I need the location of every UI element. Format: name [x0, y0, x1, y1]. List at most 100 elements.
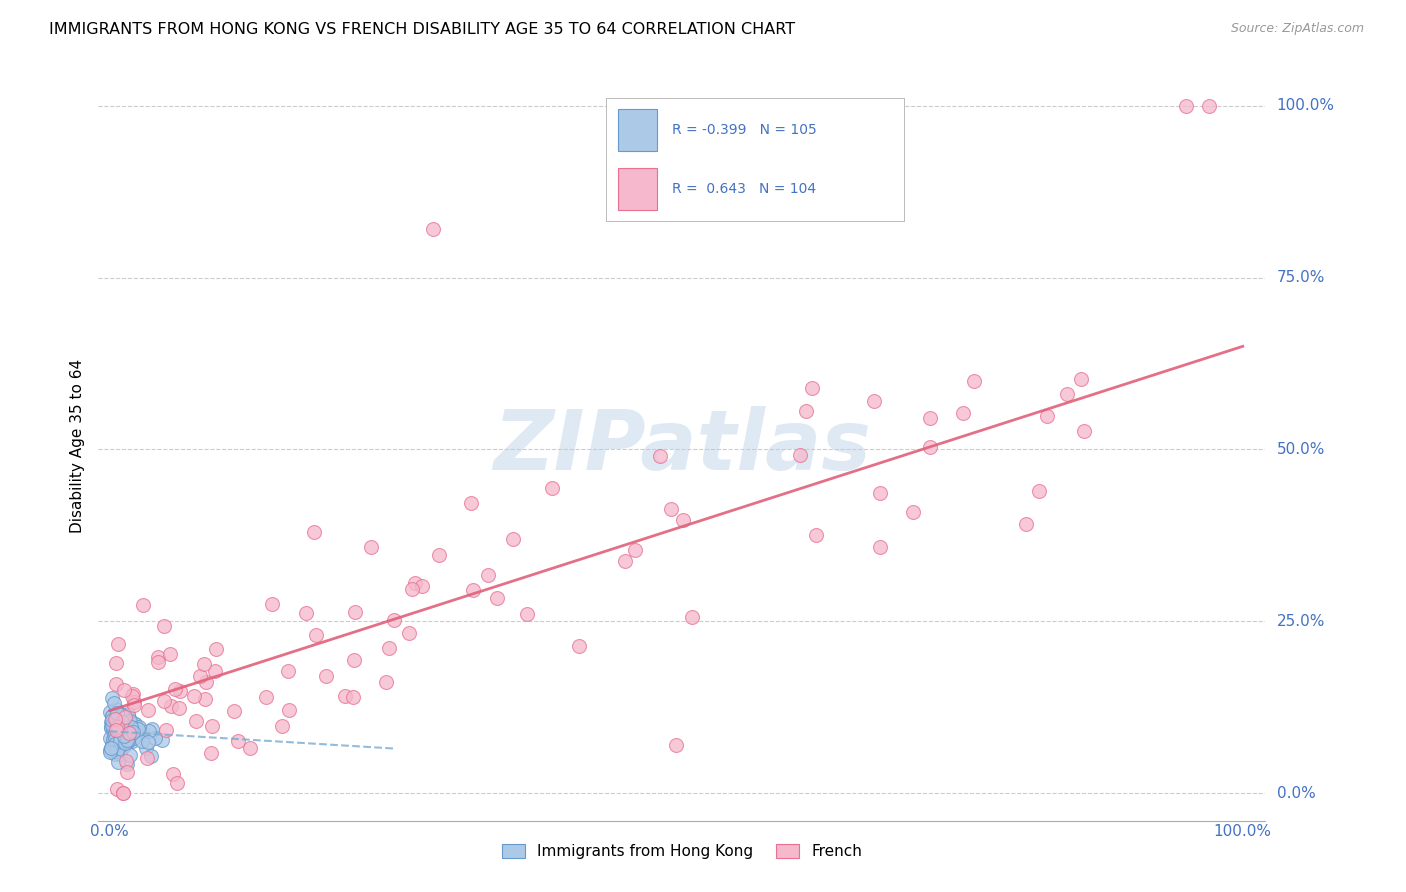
Point — [1056, 387, 1078, 401]
Point — [226, 733, 249, 747]
Point — [135, 750, 157, 764]
Point — [254, 690, 277, 704]
Point — [107, 720, 129, 734]
Point — [105, 741, 128, 756]
Point — [262, 597, 284, 611]
Point — [153, 619, 176, 633]
Point — [918, 411, 941, 425]
Point — [204, 664, 226, 678]
Point — [200, 746, 222, 760]
Point — [194, 692, 217, 706]
Point — [107, 728, 129, 742]
Point — [98, 745, 121, 759]
Point — [98, 731, 121, 745]
Point — [111, 730, 134, 744]
Point — [111, 714, 134, 729]
Point — [108, 731, 131, 746]
Point — [111, 708, 134, 723]
Point — [155, 723, 177, 738]
Point — [121, 689, 143, 703]
Text: 75.0%: 75.0% — [1277, 270, 1324, 285]
Point — [167, 701, 190, 715]
Point — [343, 606, 366, 620]
Point — [460, 496, 482, 510]
Point — [804, 528, 827, 542]
Point — [107, 732, 129, 747]
Point — [124, 716, 146, 731]
Point — [193, 657, 215, 671]
Point — [108, 723, 131, 738]
Point — [342, 690, 364, 705]
Point — [107, 723, 129, 737]
Point — [115, 754, 138, 768]
Point — [146, 649, 169, 664]
Point — [104, 747, 127, 761]
Point — [502, 532, 524, 546]
Point — [239, 741, 262, 756]
Point — [103, 715, 125, 730]
Point — [163, 682, 186, 697]
Point — [101, 724, 124, 739]
Point — [107, 723, 129, 737]
Point — [623, 543, 645, 558]
Text: 25.0%: 25.0% — [1277, 614, 1324, 629]
Point — [963, 375, 986, 389]
Point — [111, 786, 134, 800]
Point — [100, 706, 122, 720]
Point — [672, 513, 695, 527]
Point — [920, 440, 942, 454]
Point — [105, 736, 128, 750]
Point — [131, 734, 153, 748]
Point — [159, 698, 181, 713]
Point — [115, 733, 138, 747]
Point — [138, 724, 160, 739]
Point — [1015, 516, 1038, 531]
Point — [100, 721, 122, 735]
Point — [278, 703, 301, 717]
Point — [100, 720, 122, 734]
Point — [1028, 483, 1050, 498]
Point — [114, 716, 136, 731]
Point — [105, 720, 128, 734]
Point — [135, 740, 157, 755]
Point — [110, 720, 132, 734]
Point — [110, 734, 132, 748]
Text: 50.0%: 50.0% — [1277, 442, 1324, 457]
Point — [105, 782, 128, 797]
Point — [404, 576, 426, 591]
Point — [104, 656, 127, 670]
Point — [115, 765, 138, 780]
Point — [105, 706, 128, 720]
Point — [305, 628, 328, 642]
Point — [104, 737, 127, 751]
Point — [105, 741, 128, 756]
Point — [398, 626, 420, 640]
Point — [100, 741, 122, 756]
Point — [541, 481, 564, 495]
Point — [159, 647, 181, 661]
Point — [801, 380, 824, 394]
Legend: Immigrants from Hong Kong, French: Immigrants from Hong Kong, French — [496, 838, 868, 865]
Point — [105, 723, 128, 738]
Point — [107, 722, 129, 736]
Point — [335, 689, 357, 703]
Point — [107, 637, 129, 651]
Point — [124, 731, 146, 746]
Point — [122, 695, 145, 709]
Point — [100, 708, 122, 723]
Point — [169, 684, 191, 698]
Point — [115, 735, 138, 749]
Point — [796, 404, 818, 418]
Point — [131, 724, 153, 739]
Point — [104, 726, 127, 740]
Point — [105, 677, 128, 691]
Text: IMMIGRANTS FROM HONG KONG VS FRENCH DISABILITY AGE 35 TO 64 CORRELATION CHART: IMMIGRANTS FROM HONG KONG VS FRENCH DISA… — [49, 22, 796, 37]
Text: 0.0%: 0.0% — [1277, 786, 1315, 801]
Point — [112, 729, 135, 743]
Point — [101, 691, 124, 706]
Point — [114, 710, 136, 724]
Point — [463, 583, 485, 598]
Point — [105, 744, 128, 758]
Point — [101, 718, 124, 732]
Point — [1035, 409, 1057, 424]
